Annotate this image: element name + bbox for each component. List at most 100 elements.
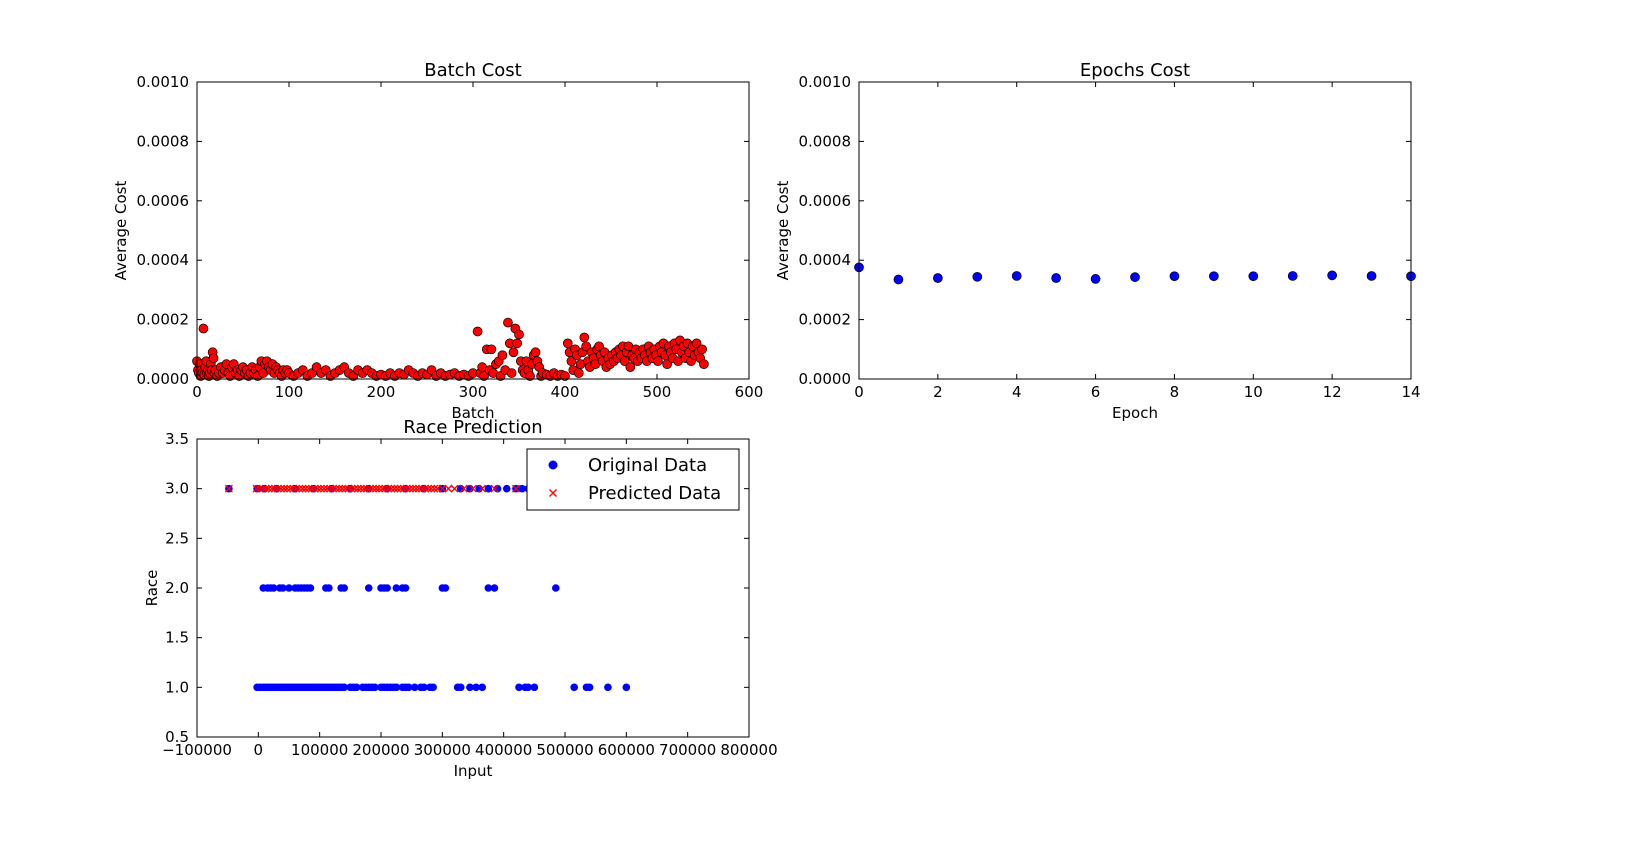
data-point [511, 484, 520, 493]
data-point [344, 484, 353, 493]
data-point [224, 484, 233, 493]
data-point [392, 584, 401, 592]
y-axis-label: Average Cost [112, 181, 130, 281]
data-point [697, 344, 707, 355]
data-point [1011, 271, 1022, 281]
data-point [340, 584, 349, 592]
y-tick-label: 0.0006 [137, 192, 190, 210]
data-point [267, 484, 276, 493]
data-point [383, 584, 391, 592]
x-tick-label: 4 [1012, 383, 1022, 401]
data-point [258, 484, 267, 493]
data-point [490, 584, 499, 592]
data-point [399, 484, 408, 493]
x-tick-label: 2 [933, 383, 943, 401]
x-tick-label: 14 [1401, 383, 1420, 401]
x-tick-label: 100 [275, 383, 304, 401]
data-point [1287, 271, 1298, 281]
data-point [579, 332, 590, 343]
legend-box [526, 448, 740, 511]
data-point [472, 683, 480, 692]
y-tick-label: 0.0006 [799, 192, 852, 210]
data-point [289, 484, 298, 493]
x-tick-label: 100000 [291, 741, 348, 759]
data-point [552, 584, 560, 592]
data-point [573, 368, 584, 378]
x-tick-label: 400 [551, 383, 580, 401]
data-point [514, 329, 524, 340]
data-point [560, 371, 570, 381]
data-point [252, 484, 261, 493]
data-point [404, 683, 413, 692]
data-point [524, 683, 532, 692]
chart-epochs-cost: Epochs Cost Epoch Average Cost 0 2 4 6 8 10 12… [774, 60, 1421, 422]
data-point [408, 484, 417, 493]
legend-label: Original Data [588, 455, 707, 476]
data-point [375, 484, 384, 493]
data-point [329, 484, 338, 493]
data-point [525, 371, 535, 381]
data-point [405, 484, 414, 493]
data-point [622, 683, 631, 692]
chart-race-prediction: Race Prediction Input Race −100000 0 10000… [143, 417, 778, 780]
data-point [352, 683, 361, 692]
data-point [353, 484, 362, 493]
data-point [325, 584, 333, 592]
y-tick-label: 0.0000 [137, 370, 190, 388]
data-point [198, 323, 209, 334]
plot-frame [858, 81, 1412, 380]
data-point [301, 484, 310, 493]
data-point [497, 350, 508, 361]
data-point [530, 683, 539, 692]
data-point [456, 683, 465, 692]
scatter-series [224, 484, 631, 692]
scatter-series [192, 317, 709, 381]
chart-title: Race Prediction [403, 417, 542, 438]
data-point [277, 484, 286, 493]
data-point [347, 484, 356, 493]
data-point [1366, 271, 1377, 281]
data-point [402, 484, 411, 493]
x-tick-label: 12 [1323, 383, 1342, 401]
data-point [307, 484, 316, 493]
x-tick-label: 300000 [414, 741, 471, 759]
x-tick-label: 600 [735, 383, 764, 401]
data-point [298, 484, 307, 493]
data-point [699, 359, 709, 369]
chart-title: Epochs Cost [1080, 60, 1190, 81]
data-point [508, 347, 519, 358]
plot-frame [196, 438, 750, 738]
data-point [427, 484, 436, 493]
data-point [415, 484, 424, 493]
y-tick-label: 3.5 [165, 430, 189, 448]
data-point [438, 484, 447, 493]
y-tick-label: 0.0010 [799, 73, 852, 91]
data-point [362, 484, 371, 493]
x-axis-label: Batch [451, 404, 494, 422]
x-axis-label: Input [454, 762, 493, 780]
data-point [286, 484, 295, 493]
x-tick-label: 500000 [536, 741, 593, 759]
y-tick-label: 0.0010 [137, 73, 190, 91]
x-tick-label: 6 [1091, 383, 1101, 401]
data-point [285, 584, 293, 592]
data-point [326, 484, 335, 493]
data-point [444, 484, 453, 493]
data-point [304, 484, 313, 493]
x-tick-label: 400000 [475, 741, 532, 759]
data-point [396, 484, 405, 493]
data-point [972, 271, 983, 282]
data-point [269, 584, 278, 592]
y-tick-label: 0.0002 [799, 311, 852, 329]
data-point [518, 484, 526, 493]
x-tick-label: 300 [459, 383, 488, 401]
data-point [264, 484, 273, 493]
y-tick-label: 0.0000 [799, 370, 852, 388]
data-point [1130, 272, 1140, 282]
data-point [450, 484, 459, 493]
data-point [506, 368, 517, 378]
data-point [372, 484, 381, 493]
legend-item: Predicted Data [549, 483, 721, 504]
data-point [581, 341, 592, 352]
x-tick-label: −100000 [162, 741, 232, 759]
